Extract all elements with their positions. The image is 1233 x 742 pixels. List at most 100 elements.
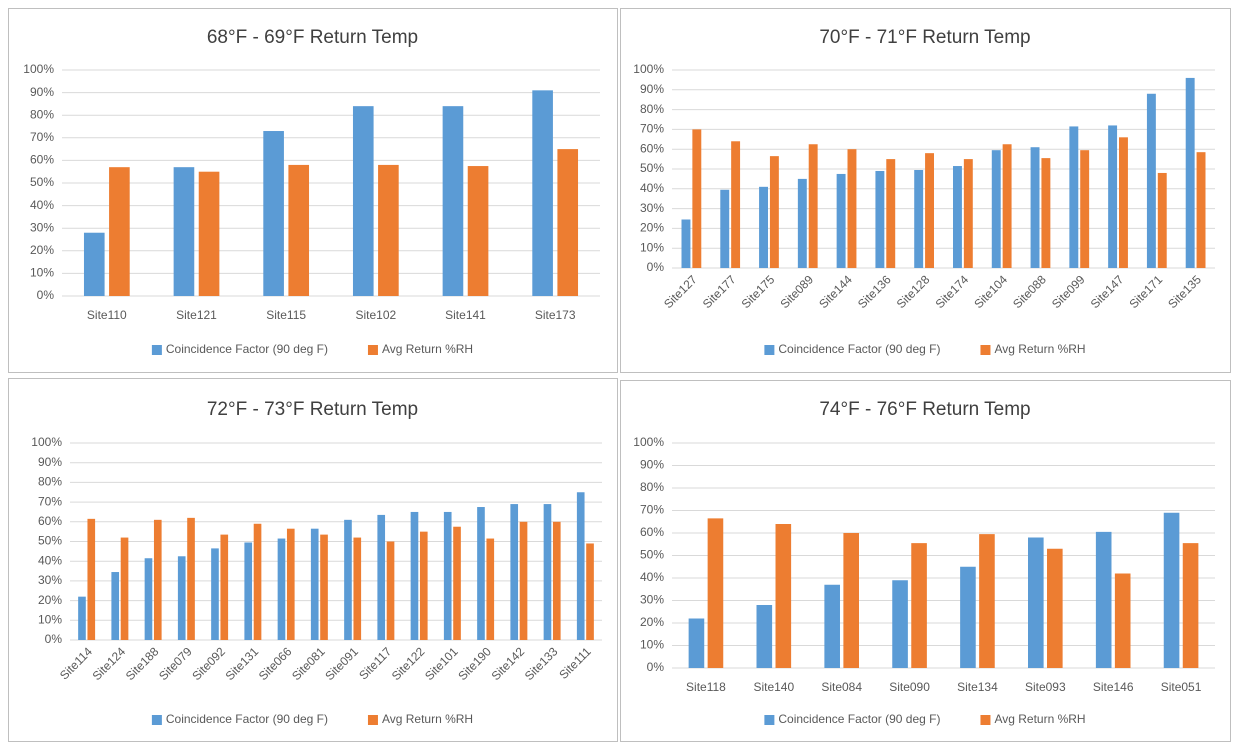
y-tick-label: 90% (38, 455, 62, 469)
bar (1041, 158, 1051, 268)
bar (386, 541, 395, 640)
legend-label: Coincidence Factor (90 deg F) (778, 712, 940, 726)
bar (83, 232, 105, 296)
bar (756, 605, 773, 668)
bar (173, 167, 195, 296)
bar (109, 167, 130, 296)
bar (1095, 531, 1112, 668)
bar (187, 517, 195, 640)
bar (120, 537, 129, 640)
bar (759, 186, 768, 268)
bar (519, 521, 528, 640)
y-tick-label: 0% (647, 660, 665, 674)
bar (353, 537, 362, 640)
bar (443, 511, 452, 640)
chart-title: 72°F - 73°F Return Temp (207, 399, 418, 420)
y-tick-label: 60% (640, 141, 664, 155)
legend-swatch (764, 715, 775, 725)
y-tick-label: 30% (30, 220, 54, 234)
bar (244, 542, 253, 640)
bar (886, 159, 896, 268)
bar (892, 580, 908, 668)
bar (510, 504, 519, 640)
y-tick-label: 80% (38, 475, 62, 489)
y-tick-label: 20% (640, 615, 664, 629)
bar (277, 538, 286, 640)
bar (442, 106, 464, 296)
bar (688, 618, 705, 668)
y-tick-label: 60% (38, 514, 62, 528)
bar (1114, 573, 1131, 668)
bar (288, 164, 310, 296)
y-tick-label: 100% (633, 62, 664, 76)
bar (586, 543, 594, 640)
legend-label: Coincidence Factor (90 deg F) (778, 342, 940, 356)
bar (144, 558, 153, 640)
bar (453, 526, 461, 640)
bar (1002, 144, 1012, 268)
legend-swatch (367, 345, 378, 355)
y-tick-label: 70% (640, 503, 664, 517)
bar (925, 153, 934, 268)
bar (911, 543, 927, 668)
bar (1028, 537, 1044, 668)
bar (177, 556, 186, 640)
bar (153, 519, 162, 640)
bar (111, 572, 120, 640)
y-tick-label: 100% (31, 435, 62, 449)
bar (843, 533, 859, 668)
bar (543, 504, 552, 640)
x-tick-label: Site084 (821, 680, 862, 694)
bar (1157, 172, 1167, 268)
y-tick-label: 20% (30, 243, 54, 257)
bar (87, 518, 96, 640)
bar (731, 141, 741, 268)
y-tick-label: 40% (640, 570, 664, 584)
bar (576, 492, 585, 640)
y-tick-label: 80% (30, 107, 54, 121)
y-tick-label: 10% (30, 266, 54, 280)
y-tick-label: 0% (37, 288, 55, 302)
bar (953, 166, 962, 268)
bar (344, 519, 352, 640)
legend-swatch (151, 715, 162, 725)
bar (377, 514, 386, 640)
x-tick-label: Site121 (176, 308, 217, 322)
bar (1185, 77, 1195, 268)
x-tick-label: Site110 (87, 308, 127, 322)
bar (797, 178, 807, 268)
legend-label: Coincidence Factor (90 deg F) (166, 712, 328, 726)
x-tick-label: Site140 (753, 680, 794, 694)
y-tick-label: 100% (633, 435, 664, 449)
bar (991, 150, 1001, 268)
x-tick-label: Site093 (1025, 680, 1066, 694)
x-tick-label: Site173 (535, 308, 576, 322)
y-tick-label: 50% (30, 175, 54, 189)
x-tick-label: Site134 (957, 680, 998, 694)
y-tick-label: 0% (45, 632, 63, 646)
bar (477, 507, 485, 640)
y-tick-label: 50% (640, 161, 664, 175)
bar (253, 523, 262, 640)
bar (263, 131, 284, 296)
bar (1163, 512, 1180, 668)
bar (1030, 147, 1040, 268)
bar (1182, 543, 1199, 668)
bar (707, 518, 724, 668)
legend-label: Avg Return %RH (382, 342, 473, 356)
bar (808, 144, 818, 268)
bar (1119, 137, 1128, 268)
y-tick-label: 40% (38, 553, 62, 567)
bar (914, 169, 924, 268)
bar (557, 149, 579, 296)
bar (78, 596, 86, 640)
legend-label: Coincidence Factor (90 deg F) (166, 342, 328, 356)
x-tick-label: Site115 (266, 308, 306, 322)
y-tick-label: 70% (640, 122, 664, 136)
bar (211, 548, 219, 640)
bar (692, 129, 702, 268)
legend-swatch (764, 345, 775, 355)
bar (875, 170, 885, 268)
